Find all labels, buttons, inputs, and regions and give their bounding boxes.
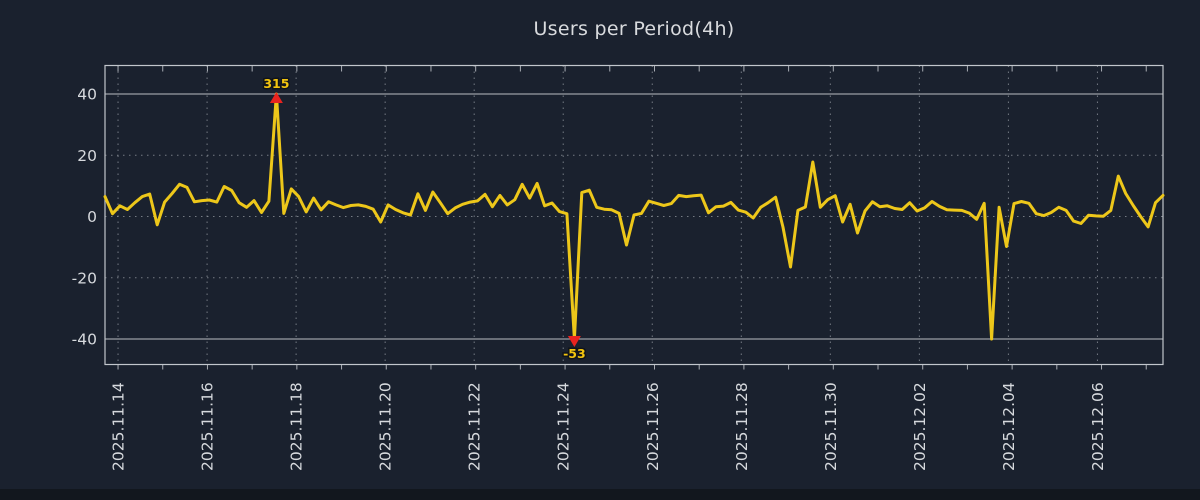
max-outlier-label: 315	[263, 76, 289, 91]
x-axis-tick-label: 2025.11.22	[466, 382, 484, 471]
x-axis-tick-label: 2025.11.26	[644, 382, 662, 471]
x-axis-tick-label: 2025.11.20	[377, 382, 395, 471]
x-axis-tick-label: 2025.11.28	[733, 382, 751, 471]
x-axis-tick-label: 2025.12.04	[1000, 382, 1018, 471]
x-axis-tick-label: 2025.11.14	[110, 382, 128, 471]
plot-frame	[104, 64, 1164, 366]
max-outlier-marker-icon	[269, 92, 283, 103]
window-footer-bar	[0, 489, 1200, 500]
y-axis-tick-label: 40	[77, 86, 97, 104]
x-axis-tick-label: 2025.11.24	[555, 382, 573, 471]
x-axis-tick-label: 2025.12.02	[911, 382, 929, 471]
x-axis-tick-label: 2025.11.18	[288, 382, 306, 471]
y-axis-tick-label: -40	[72, 331, 97, 349]
y-axis-tick-label: 0	[87, 208, 97, 226]
chart-title: Users per Period(4h)	[533, 18, 735, 40]
y-axis-tick-label: -20	[72, 269, 97, 287]
x-axis-tick-label: 2025.11.16	[199, 382, 217, 471]
x-axis-tick-label: 2025.11.30	[822, 382, 840, 471]
min-outlier-marker-icon	[567, 336, 581, 347]
x-axis-tick-label: 2025.12.06	[1089, 382, 1107, 471]
min-outlier-label: -53	[563, 346, 586, 361]
y-axis-tick-label: 20	[77, 147, 97, 165]
series-line-users	[103, 92, 1165, 341]
